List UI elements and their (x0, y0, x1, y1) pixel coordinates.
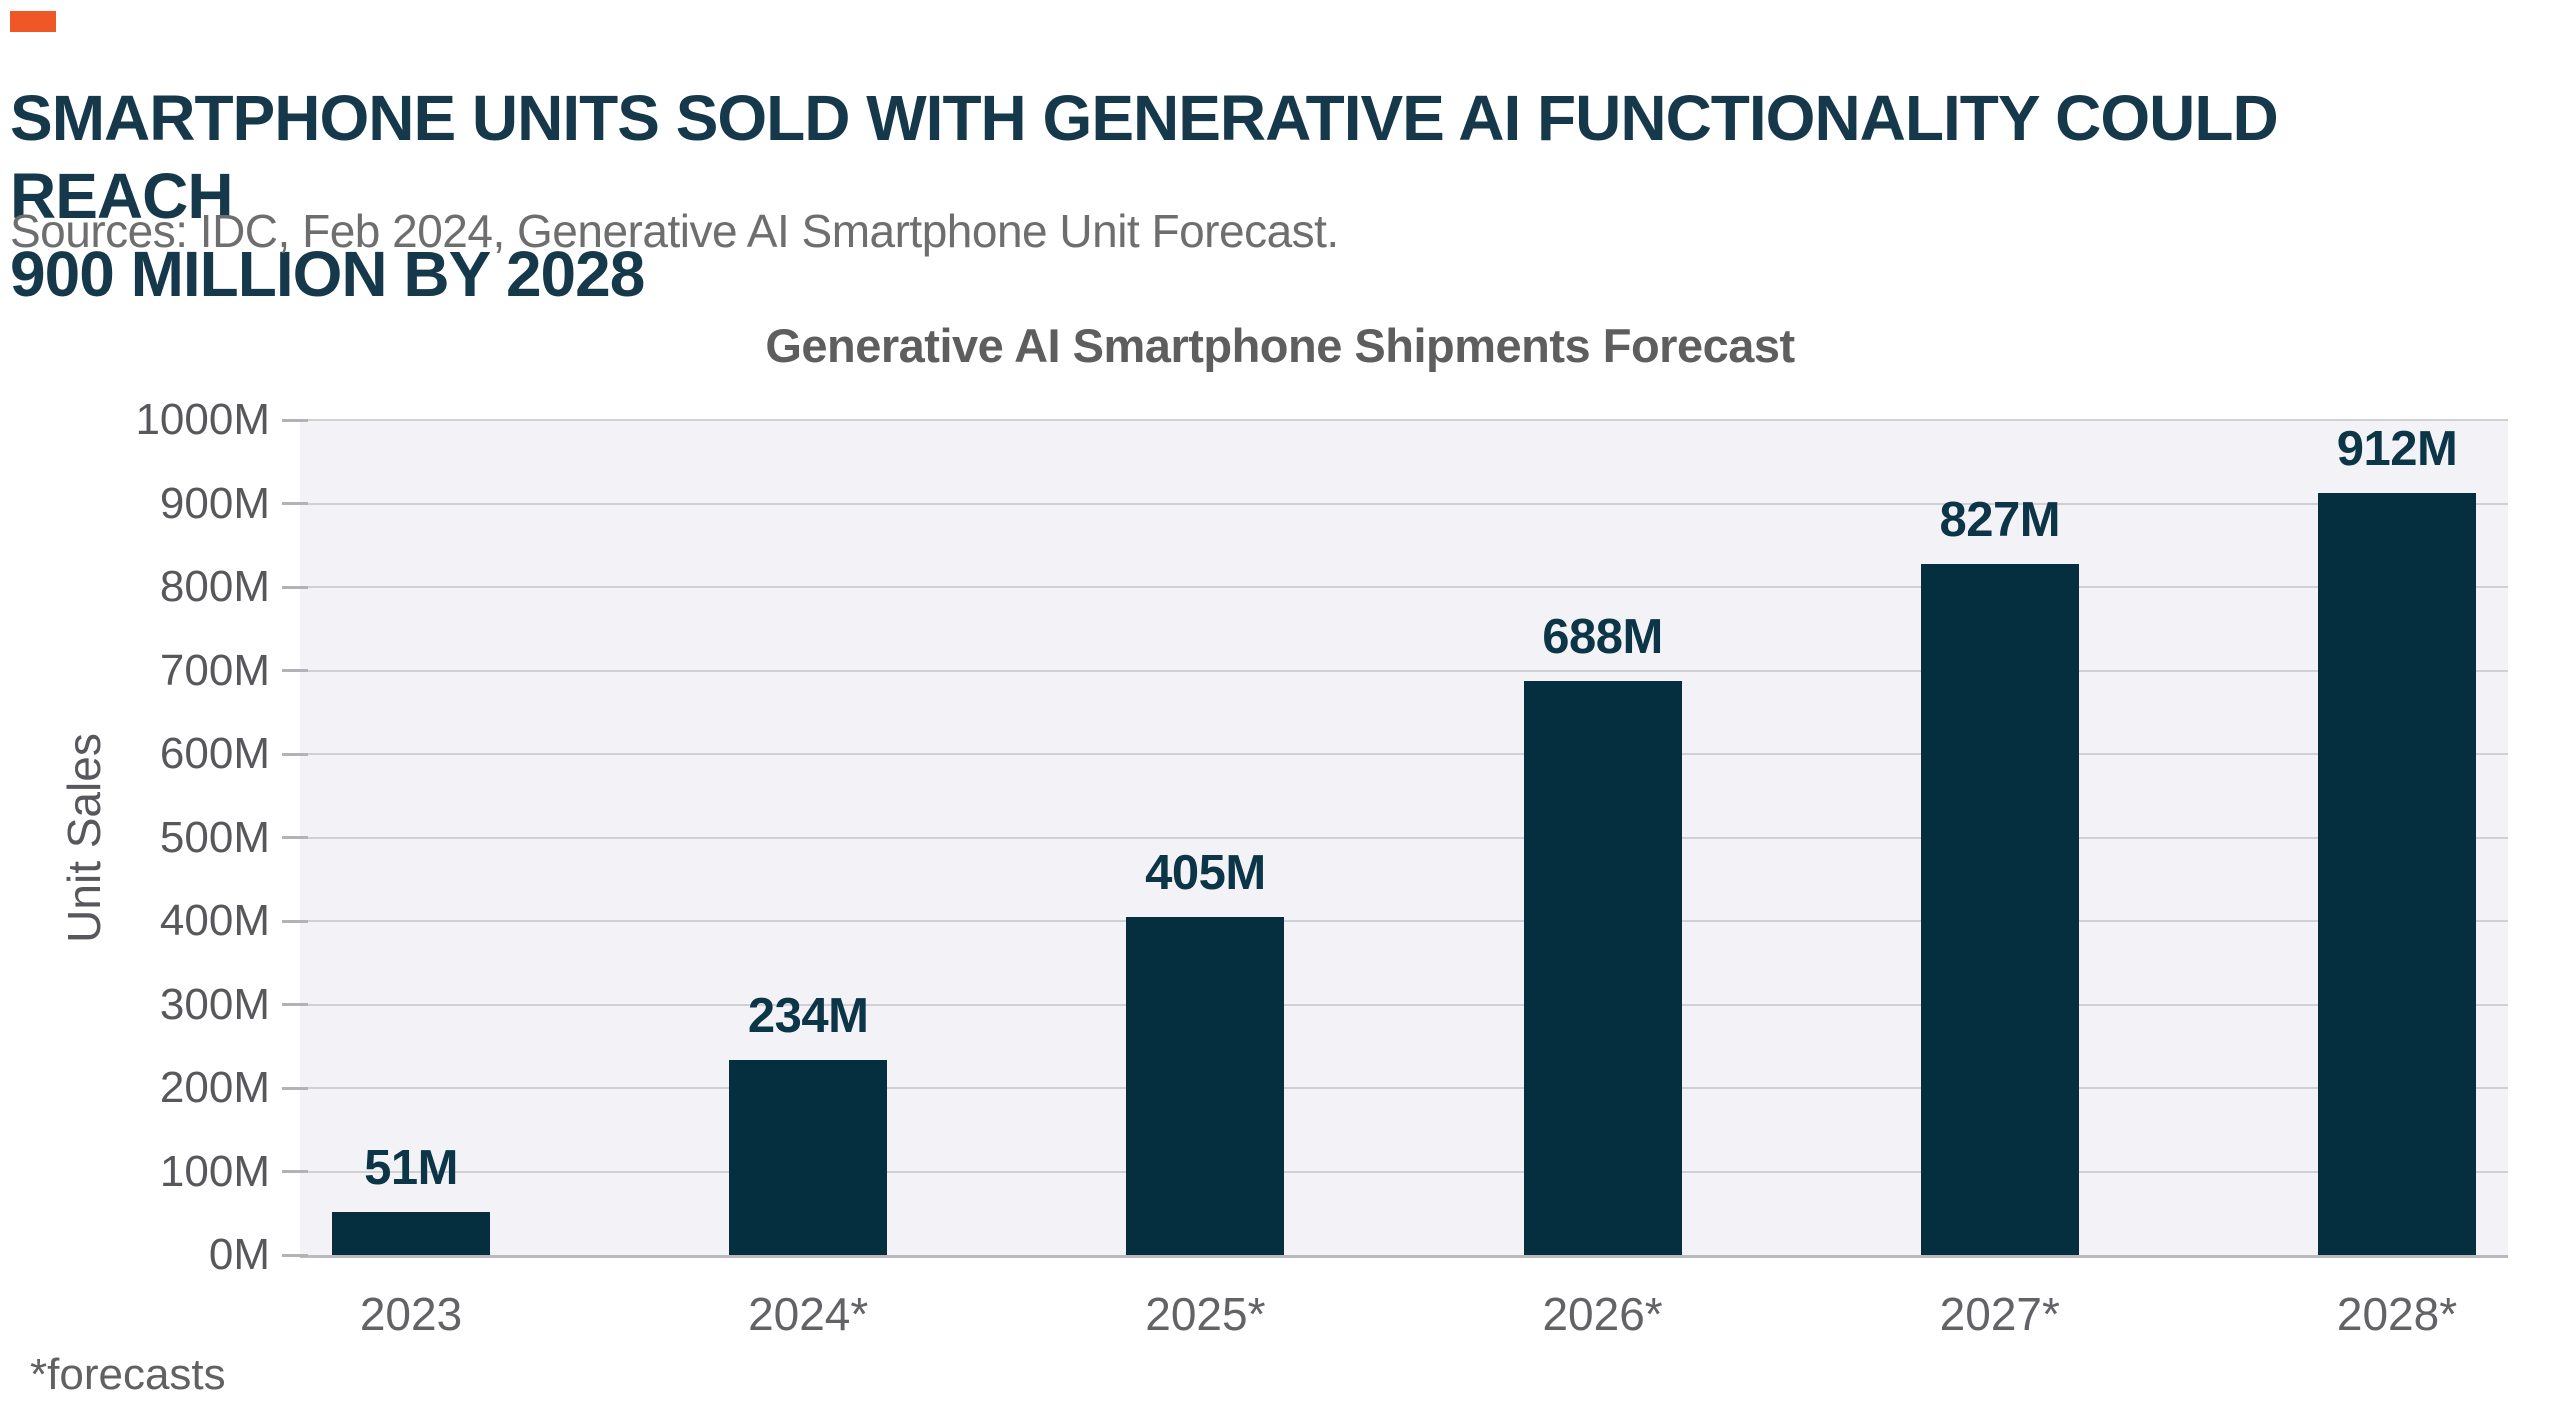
y-tick-mark (282, 919, 308, 923)
bar-value-label: 234M (747, 988, 869, 1043)
plot-area: 0M 100M 200M 300M 400M 500M 600M 700M 800M 900M 10… (135, 398, 2508, 1340)
y-tick-label: 200M (159, 1063, 270, 1112)
y-tick-mark (282, 1253, 308, 1257)
bar-2026 (1523, 680, 1682, 1255)
y-tick-label: 800M (159, 562, 270, 611)
x-tick-label: 2027* (1939, 1288, 2060, 1340)
x-tick-label: 2023 (359, 1288, 463, 1340)
page-title-line-2: 900 MILLION BY 2028 (10, 237, 645, 310)
page-title-line-1: SMARTPHONE UNITS SOLD WITH GENERATIVE AI… (10, 81, 2279, 232)
bar-value-label: 912M (2336, 422, 2458, 477)
gridline (300, 1003, 2508, 1006)
y-tick-label: 1000M (135, 395, 270, 444)
bar-value-label: 51M (364, 1141, 458, 1196)
gridline (300, 502, 2508, 505)
bar-2025 (1126, 916, 1285, 1255)
y-tick-label: 300M (159, 979, 270, 1029)
y-tick-mark (282, 669, 308, 672)
y-tick-mark (282, 752, 308, 756)
source-line: Sources: IDC, Feb 2024, Generative AI Sm… (10, 205, 1339, 257)
y-tick-mark (282, 418, 308, 422)
page-title: SMARTPHONE UNITS SOLD WITH GENERATIVE AI… (10, 79, 2490, 313)
y-tick-label: 100M (159, 1146, 270, 1196)
gridline (300, 753, 2508, 755)
bar-2023 (332, 1212, 490, 1255)
y-tick-label: 500M (159, 812, 270, 862)
y-tick-mark (282, 585, 308, 589)
brand-accent-mark (10, 11, 56, 32)
y-tick-mark (282, 1003, 308, 1006)
chart-title: Generative AI Smartphone Shipments Forec… (765, 319, 1795, 372)
gridline (300, 419, 2508, 421)
footnote: *forecasts (30, 1350, 226, 1399)
bar-2024 (729, 1059, 888, 1255)
x-tick-label: 2028* (2336, 1288, 2458, 1340)
gridline (300, 1170, 2508, 1173)
y-axis-label: Unit Sales (58, 733, 110, 943)
gridline (300, 836, 2508, 839)
bar-value-label: 688M (1542, 609, 1663, 664)
y-tick-mark (282, 836, 308, 839)
gridline (300, 1087, 2508, 1089)
y-tick-mark (282, 1086, 308, 1090)
gridline (300, 920, 2508, 922)
y-tick-label: 900M (159, 478, 270, 528)
y-tick-label: 600M (159, 729, 270, 778)
y-tick-mark (282, 1170, 308, 1173)
bar-value-label: 827M (1939, 493, 2061, 548)
gridline (300, 586, 2508, 588)
gridline (300, 669, 2508, 672)
y-tick-label: 700M (159, 645, 270, 695)
y-tick-mark (282, 502, 308, 505)
bar-value-label: 405M (1145, 845, 1266, 900)
y-tick-label: 400M (159, 896, 270, 945)
y-tick-label: 0M (208, 1230, 270, 1279)
x-tick-label: 2025* (1145, 1288, 1266, 1340)
x-tick-label: 2026* (1542, 1288, 1663, 1340)
x-tick-label: 2024* (748, 1288, 869, 1340)
bar-2028 (2318, 493, 2476, 1255)
bar-2027 (1920, 564, 2079, 1255)
